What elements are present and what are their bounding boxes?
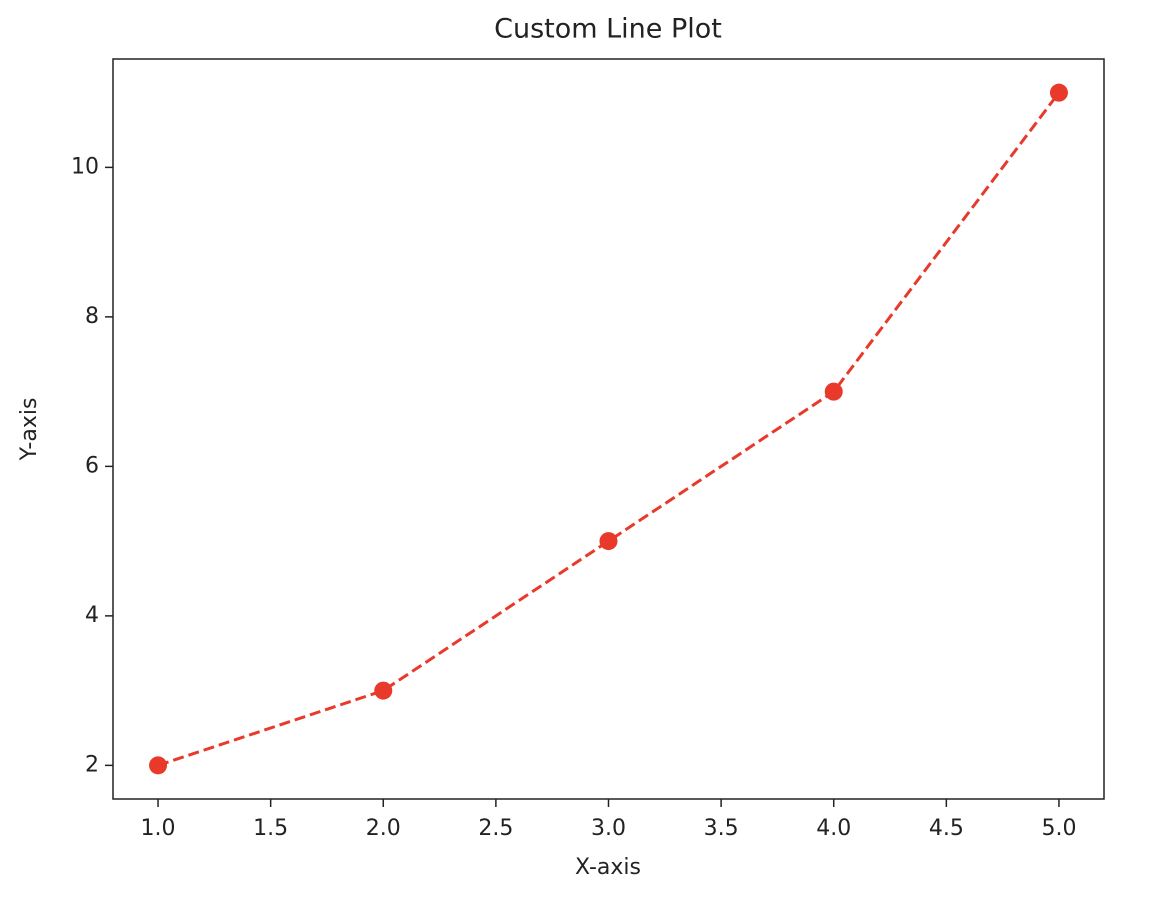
plot-frame xyxy=(112,58,1105,800)
data-point xyxy=(824,382,843,401)
data-line xyxy=(157,91,1061,767)
data-point xyxy=(1049,83,1068,102)
x-tick-label: 3.0 xyxy=(591,816,626,841)
data-point xyxy=(374,681,393,700)
y-tick-label: 4 xyxy=(85,603,99,628)
y-tick-label: 8 xyxy=(85,304,99,329)
x-tick-label: 1.0 xyxy=(141,816,176,841)
y-axis-label: Y-axis xyxy=(17,398,42,462)
data-point xyxy=(149,756,168,775)
x-axis-label: X-axis xyxy=(575,855,641,880)
data-point xyxy=(599,532,618,551)
x-tick-label: 1.5 xyxy=(253,816,288,841)
x-tick-label: 3.5 xyxy=(704,816,739,841)
y-tick-label: 10 xyxy=(71,154,99,179)
x-tick-label: 4.0 xyxy=(816,816,851,841)
x-tick-label: 2.5 xyxy=(478,816,513,841)
x-tick-label: 4.5 xyxy=(929,816,964,841)
y-tick-label: 6 xyxy=(85,453,99,478)
chart-title: Custom Line Plot xyxy=(494,14,722,45)
y-tick-label: 2 xyxy=(85,752,99,777)
x-tick-label: 5.0 xyxy=(1041,816,1076,841)
x-tick-label: 2.0 xyxy=(366,816,401,841)
